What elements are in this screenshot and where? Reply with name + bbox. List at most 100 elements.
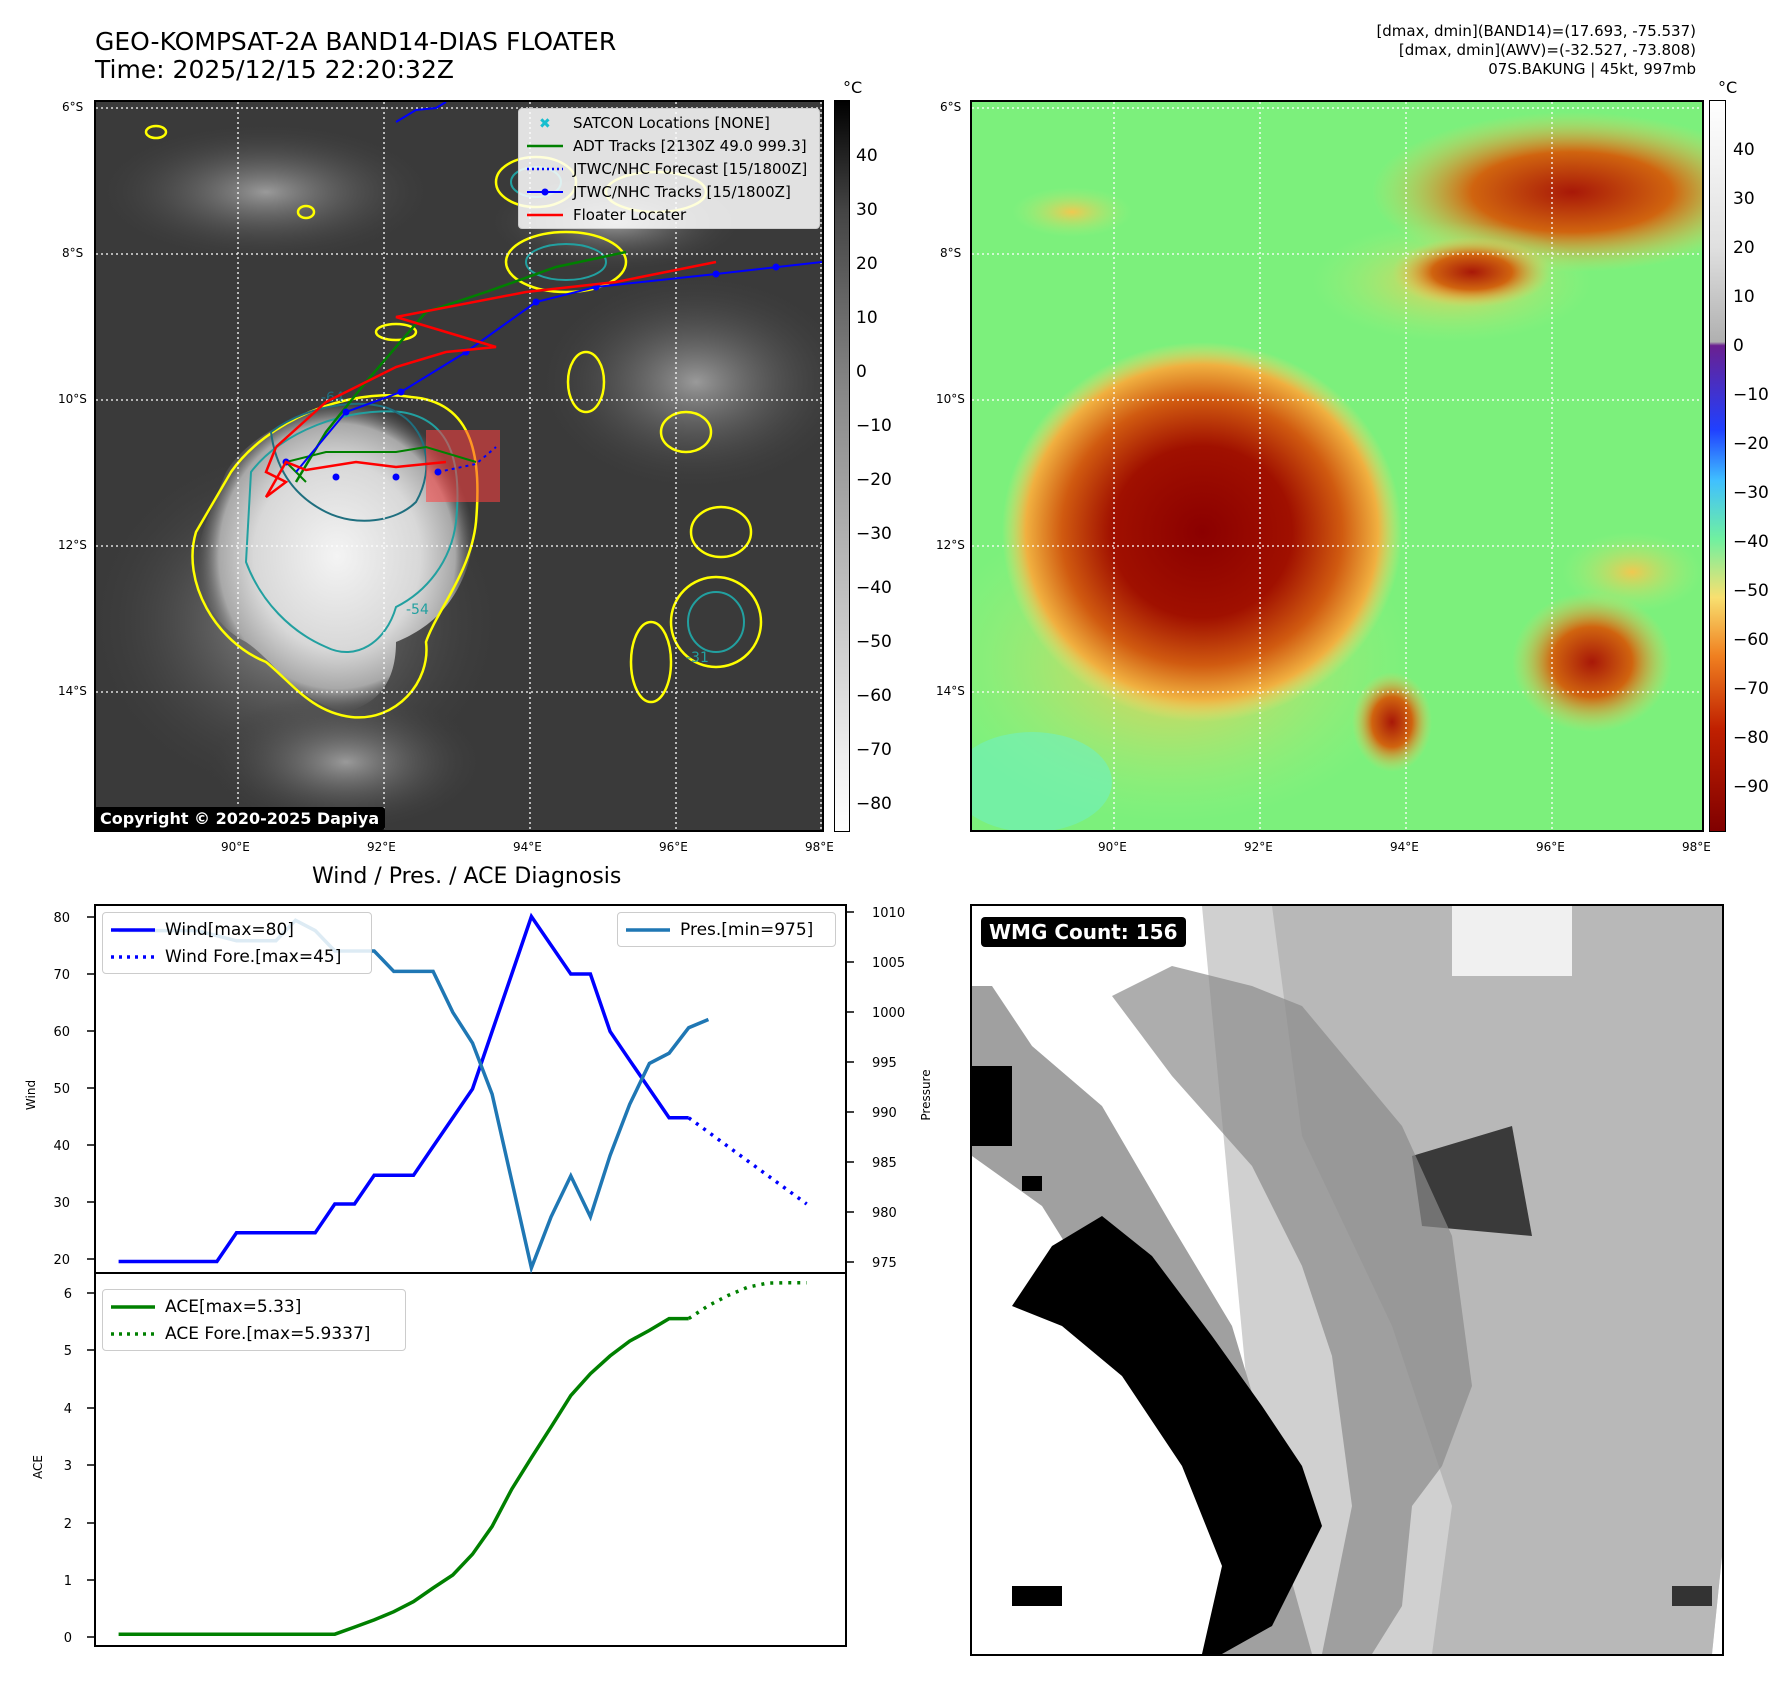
warm-region <box>1562 532 1702 612</box>
awv-map-svg <box>972 102 1702 830</box>
cb-tick: 0 <box>1733 336 1744 356</box>
warm-region <box>1352 672 1432 772</box>
ace-line <box>118 1316 689 1636</box>
lon-label: 96°E <box>659 840 688 854</box>
wmg-black-patch <box>972 1066 1012 1146</box>
storm-cold-cloud <box>198 400 476 712</box>
wind-tick: 40 <box>53 1139 70 1154</box>
wmg-black-patch <box>1012 1586 1062 1606</box>
wmg-dark-patch <box>1412 1126 1532 1236</box>
cb-tick: −20 <box>856 470 892 490</box>
legend-label: Wind Fore.[max=45] <box>165 946 342 967</box>
legend-label: JTWC/NHC Forecast [15/1800Z] <box>573 159 808 178</box>
floater-box <box>426 430 500 502</box>
legend-item-adt: ADT Tracks [2130Z 49.0 999.3] <box>519 134 819 157</box>
cb-tick: −30 <box>856 524 892 544</box>
contour-label: -54 <box>406 602 429 618</box>
svg-text:✖: ✖ <box>539 116 551 130</box>
cb-tick: −80 <box>1733 728 1769 748</box>
colorbar-right-unit: °C <box>1718 78 1738 97</box>
warm-region <box>1512 592 1672 732</box>
storm-core <box>1002 342 1402 722</box>
cb-tick: 0 <box>856 362 867 382</box>
pres-tick: 990 <box>872 1106 897 1121</box>
legend-item-wind: Wind[max=80] <box>103 916 371 943</box>
cb-tick: −40 <box>1733 532 1769 552</box>
lat-label: 8°S <box>940 246 962 260</box>
warm-region <box>1392 237 1552 307</box>
lat-label: 12°S <box>936 538 965 552</box>
colorbar-left <box>834 100 850 832</box>
cb-tick: −50 <box>856 632 892 652</box>
pres-tick: 985 <box>872 1156 897 1171</box>
wmg-black-patch <box>1022 1176 1042 1191</box>
cb-tick: −10 <box>1733 385 1769 405</box>
cb-tick: −70 <box>1733 679 1769 699</box>
jtwc-track <box>295 261 822 473</box>
legend-item-forecast: JTWC/NHC Forecast [15/1800Z] <box>519 157 819 180</box>
cb-tick: 40 <box>856 146 878 166</box>
cb-tick: −40 <box>856 578 892 598</box>
contour-label: -31 <box>686 650 709 666</box>
pres-tick: 1005 <box>872 956 905 971</box>
pres-ticks: 1010 1005 1000 995 990 985 980 975 <box>872 906 905 1271</box>
wind-legend: Wind[max=80] Wind Fore.[max=45] <box>102 912 372 974</box>
lat-label: 10°S <box>936 392 965 406</box>
cb-tick: 20 <box>1733 238 1755 258</box>
ace-forecast-line <box>687 1281 807 1321</box>
cloud-band <box>536 272 822 492</box>
wmg-mid-band <box>1272 906 1722 1654</box>
lat-label: 14°S <box>58 684 87 698</box>
wind-tick: 20 <box>53 1253 70 1268</box>
ir-map-svg: -64 -54 -31 <box>96 102 822 830</box>
pres-ylabel: Pressure <box>919 1069 933 1120</box>
wind-tick: 60 <box>53 1025 70 1040</box>
legend-label: ACE[max=5.33] <box>165 1296 302 1317</box>
cb-tick: 40 <box>1733 140 1755 160</box>
ace-tick: 4 <box>64 1402 72 1417</box>
adt-track-loop <box>284 445 477 483</box>
cb-tick: −80 <box>856 794 892 814</box>
ace-tick: 3 <box>64 1459 72 1474</box>
ace-ylabel: ACE <box>31 1455 45 1479</box>
pres-tick: 980 <box>872 1206 897 1221</box>
cb-tick: −60 <box>856 686 892 706</box>
jtwc-forecast <box>437 446 497 473</box>
wmg-black-band <box>1012 1216 1322 1654</box>
contour-minus31 <box>191 394 479 719</box>
moist-region <box>972 732 1112 830</box>
lon-label: 90°E <box>1098 840 1127 854</box>
legend-item-ace-fore: ACE Fore.[max=5.9337] <box>103 1320 405 1347</box>
info-awv: [dmax, dmin](AWV)=(-32.527, -73.808) <box>1398 41 1696 59</box>
lon-label: 98°E <box>805 840 834 854</box>
lon-label: 98°E <box>1682 840 1711 854</box>
cb-tick: 10 <box>1733 287 1755 307</box>
legend-item-satcon: ✖ SATCON Locations [NONE] <box>519 111 819 134</box>
figure-title: GEO-KOMPSAT-2A BAND14-DIAS FLOATER <box>95 27 617 56</box>
legend-item-tracks: JTWC/NHC Tracks [15/1800Z] <box>519 180 819 203</box>
wmg-count-badge: WMG Count: 156 <box>981 917 1186 947</box>
legend-item-floater: Floater Locater <box>519 203 819 226</box>
legend-label: Wind[max=80] <box>165 919 294 940</box>
lat-label: 10°S <box>58 392 87 406</box>
ace-legend: ACE[max=5.33] ACE Fore.[max=5.9337] <box>102 1289 406 1351</box>
jtwc-track-north <box>395 102 447 123</box>
ace-tick: 1 <box>64 1574 72 1589</box>
wind-forecast-line <box>687 1116 808 1206</box>
lat-label: 14°S <box>936 684 965 698</box>
copyright-badge: Copyright © 2020-2025 Dapiya <box>94 807 386 830</box>
pres-tick: 995 <box>872 1056 897 1071</box>
cb-tick: 30 <box>1733 189 1755 209</box>
pres-legend: Pres.[min=975] <box>617 912 836 947</box>
pres-tick: 975 <box>872 1256 897 1271</box>
lon-label: 94°E <box>513 840 542 854</box>
wmg-dark-patch <box>1672 1586 1712 1606</box>
diagnosis-chart: Wind Pressure ACE 80 70 60 50 40 30 20 1… <box>24 904 933 1647</box>
ace-ticks: 6 5 4 3 2 1 0 <box>64 1287 72 1646</box>
cb-tick: −90 <box>1733 777 1769 797</box>
legend-item-pres: Pres.[min=975] <box>618 916 835 943</box>
cb-tick: −70 <box>856 740 892 760</box>
awv-map-panel <box>970 100 1704 832</box>
awv-map-grid <box>972 102 1702 830</box>
lon-label: 90°E <box>221 840 250 854</box>
